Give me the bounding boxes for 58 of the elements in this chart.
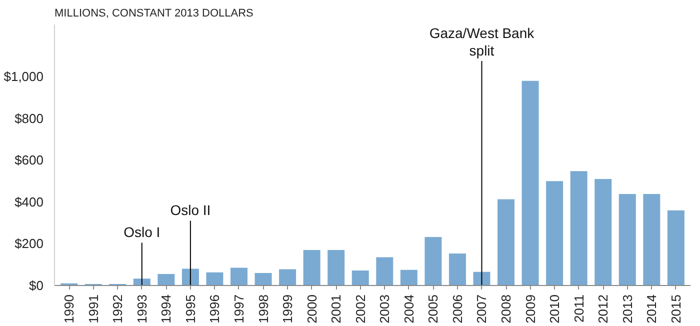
bar [498, 199, 515, 286]
x-tick-label: 2003 [377, 294, 392, 324]
x-tick-label: 2009 [522, 294, 538, 324]
bar [352, 270, 369, 286]
x-tick-label: 2011 [571, 294, 586, 322]
x-tick-label: 2006 [450, 294, 465, 324]
bar [594, 179, 612, 286]
x-tick-label: 1997 [231, 294, 246, 324]
x-tick-label: 2010 [547, 294, 562, 324]
x-tick-label: 1990 [62, 294, 77, 324]
bar [206, 272, 224, 286]
bar [448, 254, 466, 286]
bar [424, 237, 442, 286]
y-tick-label: $1,000 [4, 69, 44, 84]
bar [618, 194, 636, 286]
y-tick-label: $400 [14, 194, 44, 210]
x-tick-label: 2002 [352, 294, 368, 324]
bar [303, 250, 320, 286]
bar [182, 268, 199, 286]
x-tick-label: 2008 [498, 294, 514, 324]
x-tick-label: 2013 [620, 294, 635, 324]
x-tick-label: 1991 [86, 294, 101, 324]
bar [328, 250, 345, 286]
x-tick-label: 1998 [256, 294, 271, 324]
x-tick-label: 1994 [158, 294, 174, 324]
bar [667, 210, 684, 286]
bar [254, 272, 272, 286]
bar [546, 181, 564, 286]
y-tick-label: $0 [29, 278, 44, 293]
bar [230, 268, 248, 286]
bar [522, 80, 539, 286]
x-tick-label: 1999 [280, 294, 296, 324]
x-tick-label: 1995 [182, 294, 198, 324]
x-tick-label: 2004 [401, 294, 416, 324]
x-tick-label: 2012 [596, 294, 611, 324]
y-axis-title: MILLIONS, CONSTANT 2013 DOLLARS [54, 8, 254, 20]
x-tick-label: 2000 [304, 294, 320, 324]
x-tick-label: 1992 [110, 294, 126, 324]
x-tick-label: 1993 [134, 294, 150, 324]
ref-line-label: Gaza/West Bank split [429, 24, 536, 58]
y-tick-label: $800 [14, 110, 44, 126]
x-tick-label: 2005 [426, 294, 441, 324]
y-tick-label: $200 [14, 236, 44, 252]
bar [376, 257, 394, 286]
ref-line-label: Oslo II [170, 202, 211, 218]
bar [643, 194, 660, 286]
x-tick-label: 2007 [474, 294, 490, 324]
bar [473, 272, 490, 286]
ref-line-label: Oslo I [124, 224, 160, 240]
x-tick-label: 2001 [328, 294, 344, 324]
bar [570, 171, 588, 286]
x-tick-label: 2015 [668, 294, 684, 324]
x-tick-label: 2014 [644, 294, 660, 324]
bar [158, 274, 175, 286]
x-tick-label: 1996 [207, 294, 222, 324]
bar [400, 270, 418, 286]
bar [279, 269, 296, 286]
y-tick-label: $600 [14, 152, 44, 168]
